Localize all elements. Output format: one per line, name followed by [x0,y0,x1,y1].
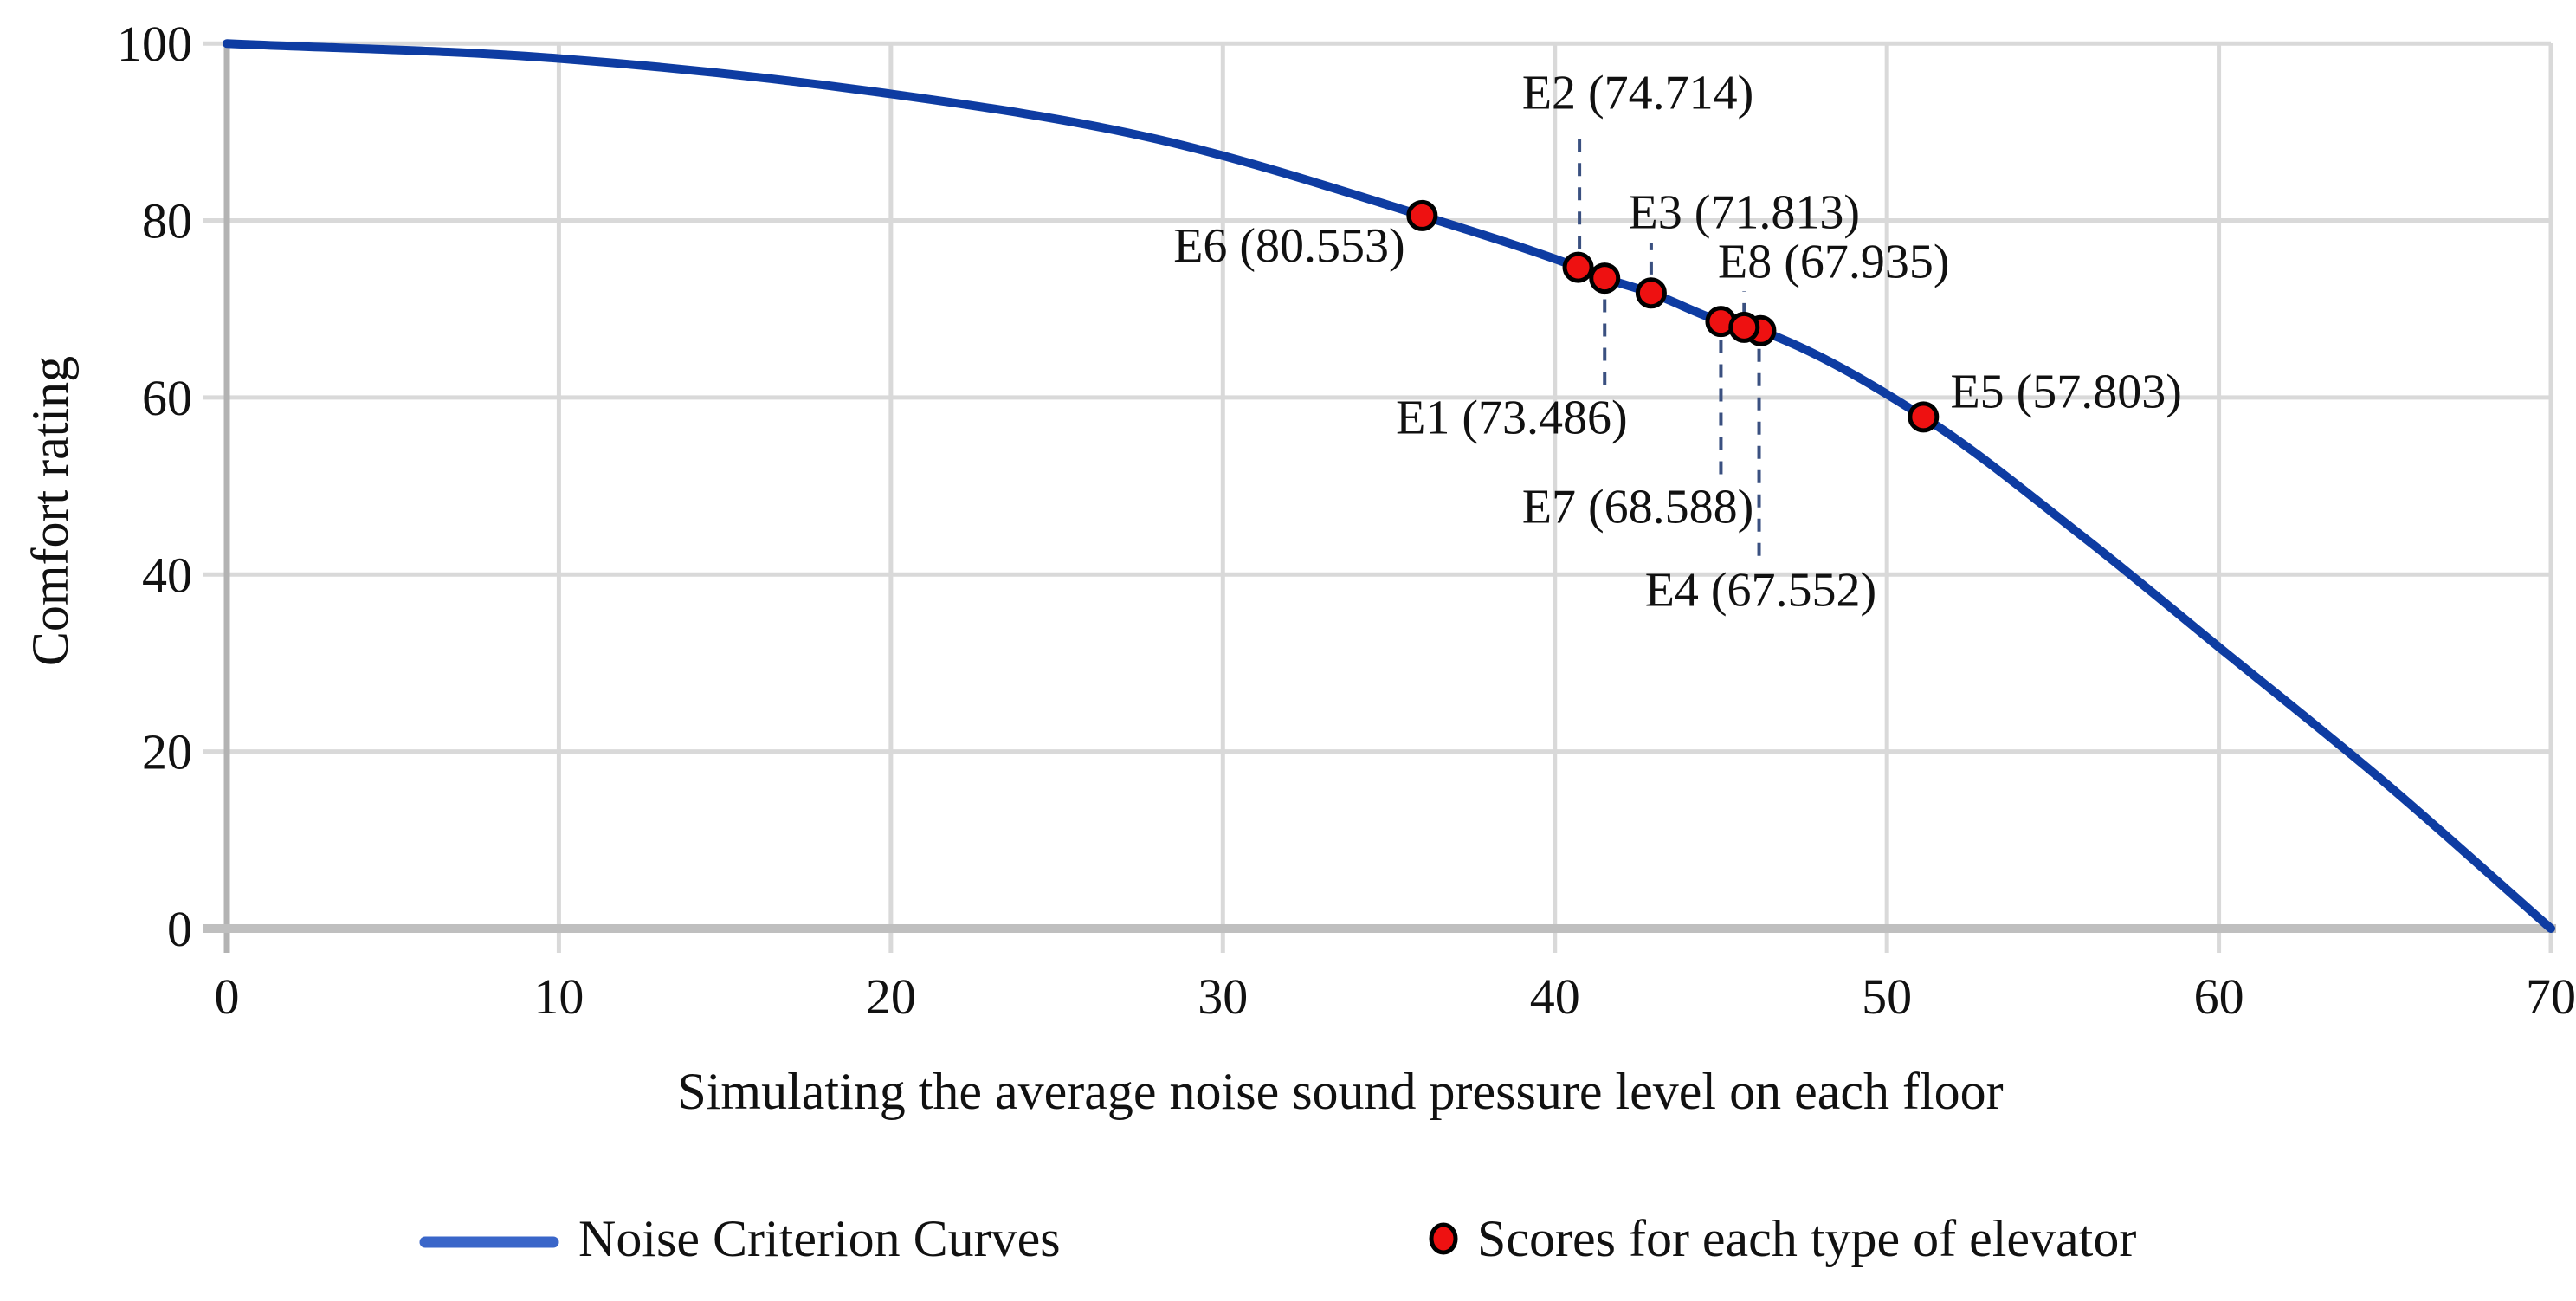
point-label-e7: E7 (68.588) [1522,481,1754,534]
x-tick-label-40: 40 [1530,968,1580,1025]
y-tick-label-40: 40 [142,547,192,603]
x-tick-label-0: 0 [215,968,240,1025]
gridlines [203,41,2553,953]
axes [203,43,2557,953]
x-tick-label-10: 10 [533,968,584,1025]
score-point-e1 [1589,262,1621,295]
point-label-e1: E1 (73.486) [1396,391,1628,444]
noise-criterion-curve-path [223,39,2556,933]
x-tick-label-30: 30 [1198,968,1248,1025]
noise-criterion-curve [223,39,2556,933]
point-label-e3: E3 (71.813) [1629,185,1861,239]
point-label-e6: E6 (80.553) [1173,219,1405,273]
score-point-e3 [1635,277,1667,309]
score-point-e8 [1728,311,1760,343]
point-annotations: E1 (73.486) E2 (74.714) E3 (71.813) E4 (67.… [1173,66,2182,617]
elevator-score-points [1406,199,1940,433]
legend-dot-swatch [1429,1222,1458,1255]
legend-curve-label: Noise Criterion Curves [578,1210,1061,1267]
point-label-e4: E4 (67.552) [1645,564,1877,618]
y-tick-label-20: 20 [142,724,192,780]
x-axis-title: Simulating the average noise sound press… [677,1063,2003,1120]
y-tick-label-80: 80 [142,193,192,249]
score-point-e6 [1406,199,1438,231]
legend: Noise Criterion Curves Scores for each t… [419,1210,2136,1267]
x-tick-label-70: 70 [2526,968,2576,1025]
point-label-e2: E2 (74.714) [1522,66,1754,120]
y-tick-label-100: 100 [117,16,192,72]
tick-labels: 0 20 40 60 80 100 0 10 20 30 40 50 60 70 [117,16,2576,1025]
x-tick-label-50: 50 [1862,968,1912,1025]
x-tick-label-20: 20 [866,968,916,1025]
point-label-e8: E8 (67.935) [1718,236,1950,289]
y-tick-label-0: 0 [167,901,192,957]
y-axis-title: Comfort rating [22,356,79,666]
point-label-e5: E5 (57.803) [1950,366,2182,419]
y-tick-label-60: 60 [142,370,192,426]
x-tick-label-60: 60 [2194,968,2244,1025]
score-point-e5 [1908,401,1940,433]
score-point-e2 [1562,251,1594,283]
legend-points-label: Scores for each type of elevator [1477,1210,2136,1267]
